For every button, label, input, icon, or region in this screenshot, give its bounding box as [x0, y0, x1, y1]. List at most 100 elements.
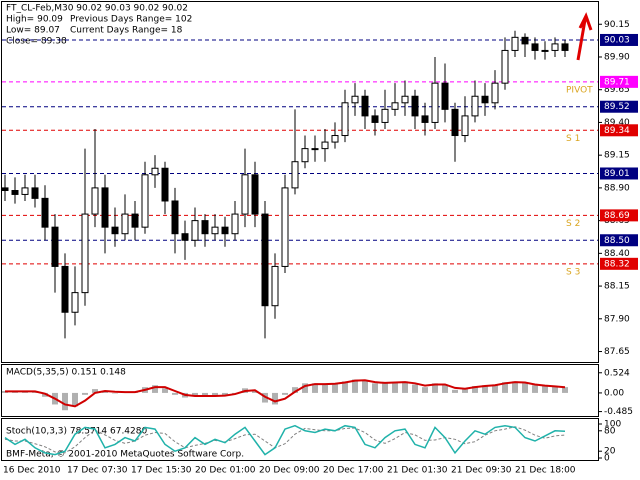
y-tick-label: 0 — [604, 454, 610, 464]
candle-body — [471, 95, 479, 117]
candle-body — [491, 82, 499, 104]
candle-body — [251, 174, 259, 215]
candle-body — [41, 197, 49, 228]
macd-bar — [292, 387, 298, 393]
x-tick-label: 16 Dec 2010 — [3, 466, 61, 476]
level-tag — [600, 167, 638, 180]
level-tag — [600, 100, 638, 113]
macd-bar — [302, 383, 308, 393]
candle-body — [61, 265, 69, 313]
macd-bar — [562, 387, 568, 393]
y-tick-label: 88.40 — [604, 249, 630, 259]
candle-body — [441, 82, 449, 110]
macd-bar — [522, 383, 528, 393]
macd-bar — [212, 392, 218, 396]
macd-signal — [5, 379, 566, 408]
info: High= 90.09 — [6, 15, 63, 25]
candle-body — [171, 200, 179, 235]
candle-body — [481, 95, 489, 104]
candle-body — [391, 102, 399, 110]
candle-body — [191, 220, 199, 241]
macd-bar — [112, 392, 118, 394]
x-tick-label: 21 Dec 01:30 — [387, 466, 448, 476]
macd-bar — [422, 387, 428, 393]
candle-body — [301, 148, 309, 163]
level-name: PIVOT — [566, 85, 593, 95]
candle-body — [51, 226, 59, 267]
level-label: 89.01 — [604, 169, 630, 179]
macd-panel — [1, 364, 599, 417]
candle-body — [221, 226, 229, 235]
macd-bar — [222, 392, 228, 396]
candle-body — [31, 187, 39, 199]
level-label: 89.34 — [604, 126, 630, 136]
y-tick-label: -0.485 — [604, 407, 633, 417]
info: Close= 89.38 — [6, 37, 67, 47]
macd-bar — [452, 389, 458, 393]
macd-bar — [362, 380, 368, 393]
macd-bar — [82, 392, 88, 395]
macd-bar — [472, 386, 478, 393]
candle-body — [371, 115, 379, 123]
macd-bar — [352, 379, 358, 393]
y-tick-label: 87.65 — [604, 347, 630, 357]
candle-body — [271, 265, 279, 307]
macd-bar — [252, 391, 258, 393]
y-tick-label: 80 — [604, 426, 616, 436]
macd-bar — [322, 384, 328, 393]
level-tag — [600, 257, 638, 270]
stoch-title: Stoch(10,3,3) 78.5714 67.4280 — [6, 427, 147, 437]
macd-bar — [62, 392, 68, 411]
candle-body — [141, 174, 149, 228]
macd-bar — [382, 383, 388, 393]
macd-title: MACD(5,35,5) 0.151 0.148 — [6, 368, 126, 378]
y-tick-label: 88.15 — [604, 282, 630, 292]
x-tick-label: 20 Dec 17:00 — [323, 466, 384, 476]
y-tick-label: 89.90 — [604, 52, 630, 62]
candle-body — [461, 115, 469, 137]
level-name: S 3 — [566, 267, 580, 277]
arrow — [576, 12, 593, 61]
candle-body — [291, 161, 299, 189]
candle-body — [151, 167, 159, 176]
macd-bar — [342, 381, 348, 393]
candle-body — [161, 167, 169, 202]
candle-body — [321, 141, 329, 150]
level-tag — [600, 124, 638, 137]
macd-bar — [512, 381, 518, 393]
candle-body — [351, 95, 359, 104]
y-tick-label: 0.00 — [604, 388, 624, 398]
macd-bar — [172, 392, 178, 395]
macd-bar — [482, 385, 488, 393]
candle-body — [331, 135, 339, 143]
level-label: 88.50 — [604, 236, 630, 246]
candle-body — [281, 187, 289, 267]
candle-body — [451, 108, 459, 137]
level-tag — [600, 209, 638, 222]
candle-body — [241, 174, 249, 215]
candle-body — [411, 95, 419, 117]
macd-bar — [432, 383, 438, 393]
y-tick-label: 20 — [604, 447, 616, 457]
candle-body — [211, 226, 219, 235]
candle-body — [181, 233, 189, 241]
level-label: 89.52 — [604, 102, 630, 112]
candle-body — [521, 36, 529, 45]
y-tick-label: 90.15 — [604, 20, 630, 30]
chart-title: FT_CL-Feb,M30 90.02 90.03 90.02 90.02 — [6, 4, 188, 14]
macd-bar — [282, 392, 288, 395]
macd-bar — [392, 382, 398, 393]
candle-body — [501, 49, 509, 84]
macd-bar — [152, 385, 158, 393]
macd-bar — [402, 381, 408, 393]
macd-bar — [332, 383, 338, 393]
macd-bar — [552, 386, 558, 393]
macd-bar — [442, 384, 448, 393]
y-tick-label: 89.40 — [604, 118, 630, 128]
candle-body — [131, 213, 139, 228]
x-tick-label: 20 Dec 09:00 — [259, 466, 320, 476]
macd-bar — [492, 384, 498, 393]
level-tag — [600, 234, 638, 247]
macd-bar — [532, 385, 538, 393]
